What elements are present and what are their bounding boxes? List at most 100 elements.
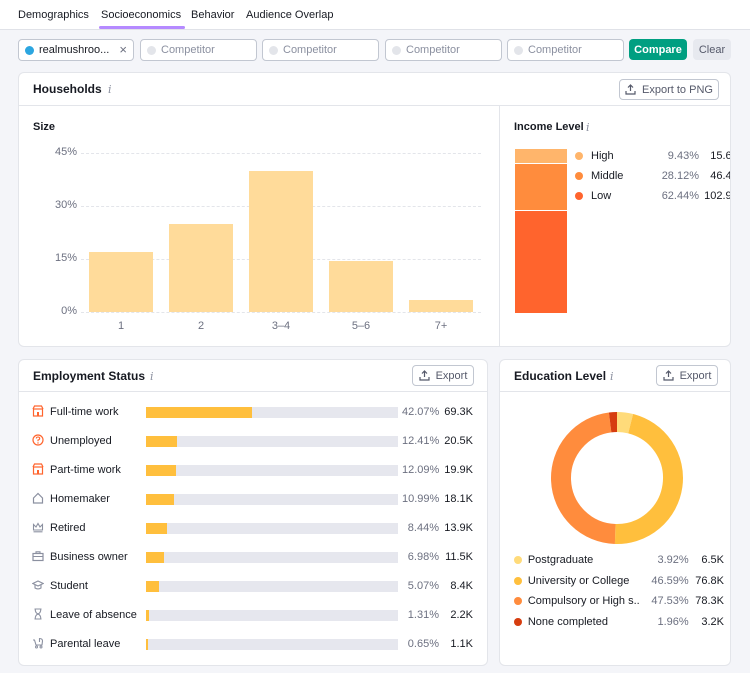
tab-behavior[interactable]: Behavior — [191, 9, 235, 21]
domain-value: realmushroo... — [39, 44, 110, 56]
employment-count: 2.2K — [450, 609, 473, 621]
employment-count: 20.5K — [444, 435, 473, 447]
legend-percent: 3.92% — [657, 554, 689, 566]
employment-percent: 1.31% — [407, 609, 439, 621]
legend-dot — [575, 172, 583, 180]
clear-button[interactable]: Clear — [693, 39, 731, 60]
employment-label: Student — [50, 580, 88, 592]
competitor-input-2[interactable]: Competitor — [262, 39, 379, 61]
legend-dot — [514, 576, 522, 585]
education-export-button[interactable]: Export — [656, 365, 718, 386]
competitor-placeholder: Competitor — [528, 44, 582, 56]
competitor-dot — [392, 46, 401, 55]
employment-percent: 42.07% — [402, 406, 440, 418]
education-legend-item: Postgraduate 3.92% 6.5K — [514, 554, 724, 566]
income-legend-item: Middle 28.12% 46.4K — [575, 170, 730, 182]
competitor-input-3[interactable]: Competitor — [385, 39, 502, 61]
size-bar — [169, 223, 233, 312]
close-icon[interactable]: × — [119, 42, 127, 57]
education-donut-chart — [551, 412, 683, 544]
employment-label: Part-time work — [50, 464, 121, 476]
legend-label: University or College — [527, 574, 630, 587]
legend-dot — [514, 617, 522, 626]
info-icon[interactable]: i — [150, 370, 154, 383]
employment-row: Unemployed 12.41% 20.5K — [32, 433, 477, 451]
employment-row: Homemaker 10.99% 18.1K — [32, 491, 477, 509]
y-tick-label: 15% — [54, 252, 77, 264]
employment-row: Retired 8.44% 13.9K — [32, 520, 477, 538]
size-bar — [329, 260, 393, 312]
upload-icon — [662, 370, 674, 381]
legend-label: None completed — [527, 615, 608, 628]
employment-row: Full-time work 42.07% 69.3K — [32, 404, 477, 422]
legend-count: 46.4K — [710, 170, 730, 182]
competitor-dot — [269, 46, 278, 55]
domain-color-dot — [25, 46, 34, 55]
income-legend-item: Low 62.44% 102.9K — [575, 190, 730, 202]
compare-button[interactable]: Compare — [629, 39, 687, 60]
employment-bar-fill — [146, 552, 164, 563]
upload-icon — [625, 84, 636, 95]
employment-percent: 8.44% — [407, 522, 439, 534]
y-tick-label: 45% — [54, 146, 77, 158]
employment-bar-track — [146, 639, 398, 650]
employment-row: Parental leave 0.65% 1.1K — [32, 636, 477, 654]
legend-count: 6.5K — [701, 554, 724, 566]
employment-count: 11.5K — [445, 551, 473, 563]
stroller-icon — [33, 637, 44, 649]
employment-title: Employment Status — [33, 369, 146, 383]
graduation-cap-icon — [32, 580, 44, 590]
income-chart-title: Income Level — [514, 121, 584, 133]
employment-bar-track — [146, 436, 398, 447]
income-segment — [515, 210, 567, 313]
question-circle-icon — [32, 434, 44, 446]
tab-audience-overlap[interactable]: Audience Overlap — [246, 9, 334, 21]
income-segment — [515, 149, 567, 164]
info-icon[interactable]: i — [108, 83, 112, 96]
employment-bar-track — [146, 581, 398, 592]
education-legend-item: None completed 1.96% 3.2K — [514, 616, 724, 628]
education-slice — [551, 412, 616, 544]
competitor-input-4[interactable]: Competitor — [507, 39, 624, 61]
legend-label: Low — [591, 190, 612, 202]
legend-label: High — [591, 150, 614, 162]
employment-percent: 5.07% — [407, 580, 439, 592]
employment-percent: 10.99% — [402, 493, 440, 505]
employment-count: 18.1K — [444, 493, 473, 505]
legend-percent: 9.43% — [667, 150, 699, 162]
employment-bar-fill — [146, 436, 178, 447]
competitor-input-1[interactable]: Competitor — [140, 39, 257, 61]
employment-count: 1.1K — [450, 638, 473, 650]
crown-icon — [32, 522, 44, 533]
x-tick-label: 5–6 — [351, 320, 371, 332]
legend-count: 76.8K — [695, 574, 724, 587]
employment-percent: 0.65% — [407, 638, 439, 650]
legend-dot — [514, 556, 522, 564]
legend-label: Postgraduate — [527, 554, 594, 566]
employment-bar-track — [146, 465, 398, 476]
employment-bar-fill — [146, 465, 177, 476]
tab-socioeconomics[interactable]: Socioeconomics — [98, 9, 186, 29]
competitor-dot — [514, 46, 523, 55]
employment-bar-fill — [146, 639, 148, 650]
households-title: Households — [33, 82, 102, 96]
export-png-button[interactable]: Export to PNG — [619, 79, 719, 100]
x-tick-label: 2 — [197, 320, 205, 332]
legend-count: 15.6K — [710, 150, 730, 162]
employment-row: Leave of absence 1.31% 2.2K — [32, 607, 477, 625]
legend-percent: 62.44% — [661, 190, 699, 202]
legend-percent: 28.12% — [661, 170, 699, 182]
employment-row: Student 5.07% 8.4K — [32, 578, 477, 596]
header-divider — [19, 105, 730, 106]
tab-demographics[interactable]: Demographics — [18, 9, 89, 21]
info-icon[interactable]: i — [586, 121, 590, 134]
education-export-label: Export — [679, 369, 712, 382]
export-png-label: Export to PNG — [642, 83, 713, 96]
domain-input[interactable]: realmushroo... × — [18, 39, 134, 61]
income-segment — [515, 164, 567, 210]
briefcase-icon — [32, 551, 44, 562]
info-icon[interactable]: i — [610, 370, 614, 383]
employment-percent: 12.41% — [402, 435, 440, 447]
employment-export-button[interactable]: Export — [412, 365, 474, 386]
shop-icon — [32, 405, 44, 417]
